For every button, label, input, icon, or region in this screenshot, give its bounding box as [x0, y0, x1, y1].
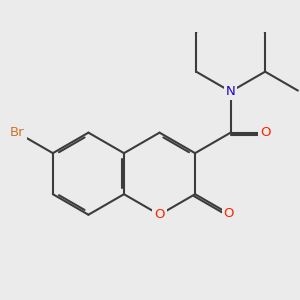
Text: O: O	[154, 208, 165, 221]
Text: Br: Br	[10, 126, 25, 139]
Text: O: O	[260, 126, 271, 139]
Text: O: O	[224, 207, 234, 220]
Text: N: N	[226, 85, 236, 98]
